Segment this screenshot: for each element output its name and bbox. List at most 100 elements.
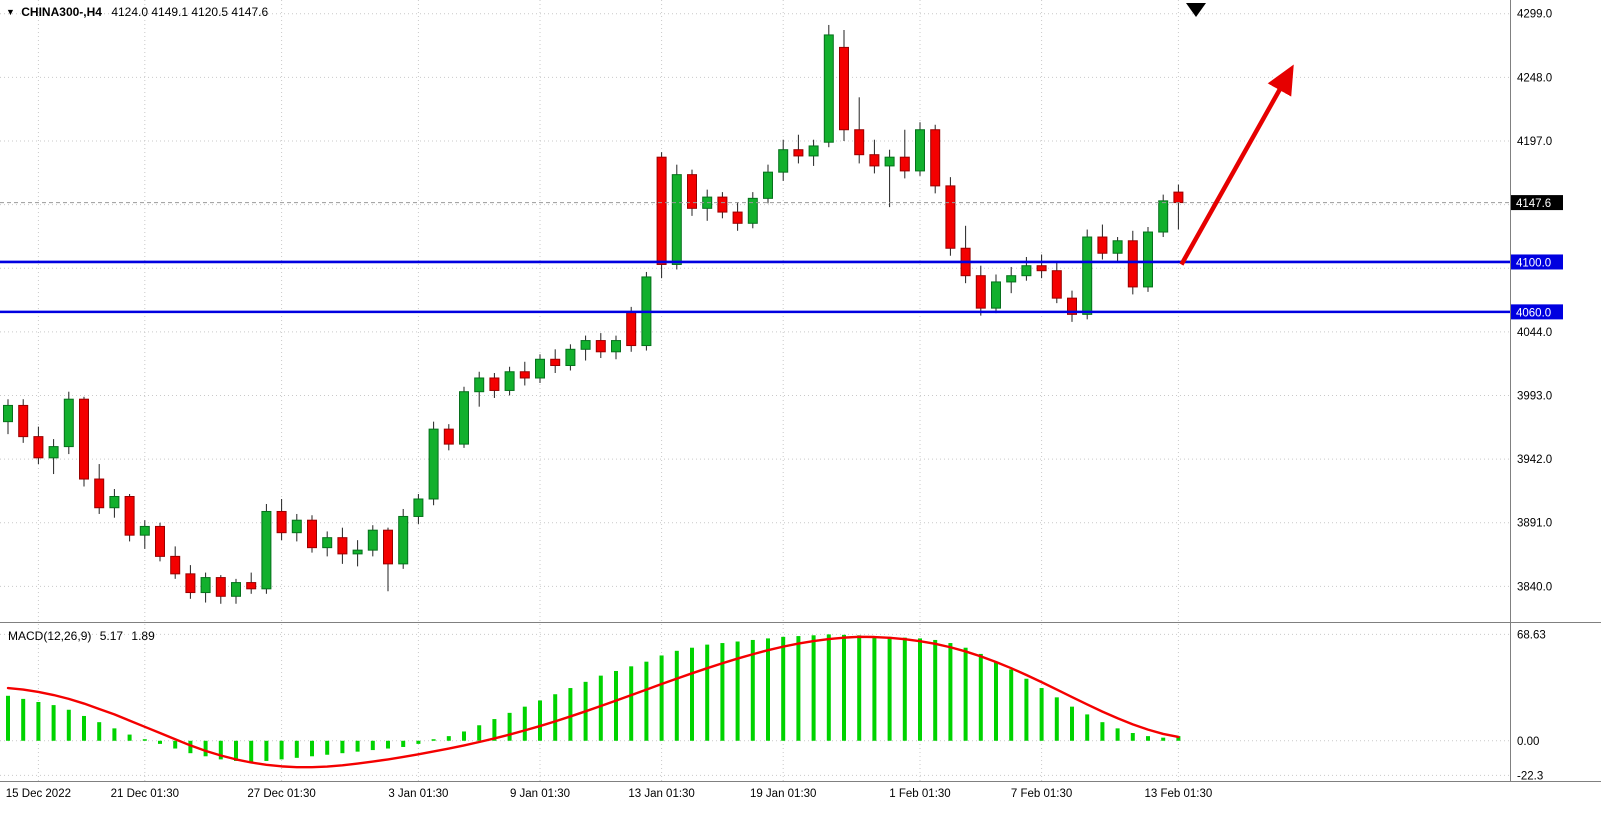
macd-histogram-bar — [401, 740, 406, 747]
bear-candle — [687, 174, 697, 209]
bear-candle — [246, 582, 257, 590]
macd-histogram-bar — [614, 670, 618, 741]
time-axis-label[interactable]: 27 Dec 01:30 — [247, 788, 315, 800]
macd-histogram-bar — [446, 736, 451, 741]
bear-candle — [975, 275, 986, 309]
price-axis-label[interactable]: 3840.0 — [1517, 581, 1552, 593]
time-axis-label[interactable]: 15 Dec 2022 — [6, 788, 71, 800]
macd-histogram-bar — [918, 638, 922, 741]
time-axis-label[interactable]: 21 Dec 01:30 — [111, 788, 179, 800]
macd-histogram-bar — [431, 739, 436, 741]
bear-candle — [1173, 191, 1184, 204]
bid-price-label-box — [1511, 195, 1563, 211]
price-axis-label[interactable]: 4299.0 — [1517, 9, 1552, 21]
bull-candle — [808, 145, 819, 157]
time-axis-label[interactable]: 9 Jan 01:30 — [510, 788, 570, 800]
bear-candle — [276, 510, 287, 534]
macd-histogram-bar — [568, 688, 573, 741]
macd-axis-label[interactable]: -22.3 — [1517, 770, 1543, 782]
price-axis-label[interactable]: 4197.0 — [1517, 136, 1552, 148]
bear-candle — [656, 156, 667, 265]
bull-candle — [611, 340, 621, 353]
macd-histogram-bar — [21, 698, 26, 741]
time-axis-label[interactable]: 13 Feb 01:30 — [1145, 788, 1213, 800]
annotations — [1179, 64, 1294, 266]
macd-histogram-bar — [477, 725, 482, 741]
bear-candle — [1051, 270, 1062, 299]
macd-histogram-bar — [705, 644, 710, 741]
bull-candle — [1158, 200, 1169, 233]
trend-arrow[interactable] — [1179, 64, 1294, 266]
price-axis-label[interactable]: 3942.0 — [1517, 454, 1552, 466]
bull-candle — [352, 549, 363, 555]
macd-histogram-bar — [310, 740, 314, 757]
macd-histogram-bar — [1161, 737, 1166, 741]
macd-histogram-bar — [218, 740, 223, 760]
macd-histogram-bar — [750, 639, 755, 741]
macd-histogram-bar — [97, 722, 102, 741]
macd-signal-line — [6, 635, 1180, 769]
bear-candle — [550, 358, 561, 367]
level-price-label: 4100.0 — [1516, 257, 1551, 269]
price-axis-label[interactable]: 4044.0 — [1517, 327, 1552, 339]
time-axis-label[interactable]: 7 Feb 01:30 — [1011, 788, 1072, 800]
macd-histogram-bar — [66, 709, 71, 741]
macd-histogram-bar — [538, 700, 542, 741]
chart-shift-marker-icon[interactable] — [1186, 3, 1206, 17]
macd-histogram-bar — [872, 636, 877, 741]
bull-candle — [231, 582, 241, 597]
macd-histogram-bar — [522, 706, 527, 741]
bull-candle — [671, 174, 682, 265]
candles — [3, 24, 1184, 604]
time-axis-label[interactable]: 3 Jan 01:30 — [388, 788, 448, 800]
bear-candle — [930, 129, 941, 187]
bull-candle — [474, 377, 485, 393]
macd-histogram-bar — [1009, 669, 1014, 741]
macd-histogram-bar — [492, 719, 497, 741]
bull-candle — [109, 495, 120, 509]
macd-histogram-bar — [674, 650, 679, 741]
time-axis-label[interactable]: 19 Jan 01:30 — [750, 788, 817, 800]
macd-histogram-bar — [325, 740, 330, 755]
time-axis-label[interactable]: 1 Feb 01:30 — [889, 788, 950, 800]
bull-candle — [3, 404, 13, 423]
macd-histogram-bar — [142, 739, 147, 741]
support-resistance-lines: 4100.0 4060.0 4147.6 — [0, 195, 1563, 320]
macd-histogram-bar — [234, 740, 238, 761]
macd-histogram-bar — [370, 740, 375, 751]
macd-histogram-bar — [1039, 688, 1044, 741]
price-axis-label[interactable]: 3891.0 — [1517, 518, 1552, 530]
level-price-label: 4060.0 — [1516, 307, 1551, 319]
macd-histogram-bar — [386, 740, 390, 749]
symbol-dropdown-icon[interactable]: ▼ — [6, 7, 15, 17]
time-axis-label[interactable]: 13 Jan 01:30 — [628, 788, 695, 800]
bear-candle — [626, 311, 637, 347]
macd-histogram-bar — [842, 634, 846, 741]
macd-histogram-bar — [507, 712, 512, 741]
bull-candle — [1021, 265, 1032, 277]
macd-histogram-bar — [188, 740, 193, 754]
macd-histogram-bar — [598, 675, 603, 741]
macd-axis-label[interactable]: 68.63 — [1517, 629, 1546, 641]
macd-histogram-bar — [720, 643, 725, 741]
macd-histogram-bar — [796, 636, 801, 741]
bull-candle — [1082, 236, 1093, 315]
price-axis-label[interactable]: 3993.0 — [1517, 390, 1552, 402]
macd-panel — [6, 634, 1181, 769]
macd-histogram-bar — [690, 647, 694, 741]
macd-axis-label[interactable]: 0.00 — [1517, 736, 1539, 748]
bull-candle — [459, 391, 469, 445]
macd-histogram-bar — [629, 666, 634, 741]
price-axis-label[interactable]: 4248.0 — [1517, 72, 1552, 84]
symbol-period-label: CHINA300-,H4 — [21, 5, 102, 19]
bull-candle — [823, 34, 834, 143]
bull-candle — [261, 510, 272, 590]
bull-candle — [1143, 231, 1153, 288]
macd-histogram-bar — [1115, 728, 1120, 741]
macd-histogram-bar — [112, 728, 117, 741]
bull-candle — [200, 577, 211, 594]
bear-candle — [595, 340, 606, 353]
bull-candle — [747, 197, 758, 224]
bear-candle — [839, 46, 849, 131]
